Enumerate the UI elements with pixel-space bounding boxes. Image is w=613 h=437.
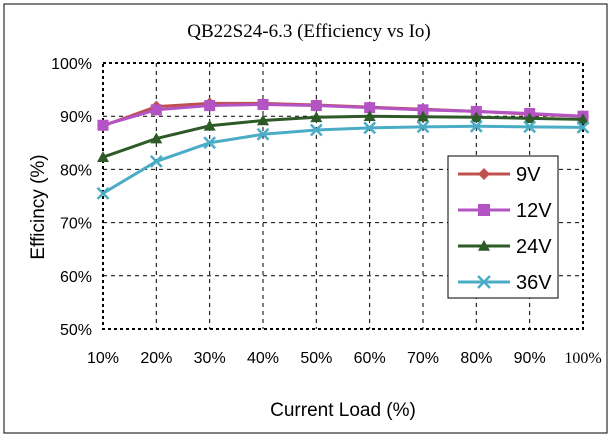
y-tick-label: 90% bbox=[60, 109, 92, 126]
series-36v bbox=[96, 119, 590, 200]
data-point-marker bbox=[363, 121, 377, 135]
legend-item: 36V bbox=[458, 272, 552, 294]
x-tick-label: 100% bbox=[564, 350, 601, 367]
legend-label: 36V bbox=[516, 272, 552, 294]
data-point-marker bbox=[469, 119, 483, 133]
data-point-marker bbox=[478, 204, 490, 216]
legend-label: 9V bbox=[516, 164, 541, 186]
marker-stroke bbox=[416, 120, 430, 134]
y-tick-label: 80% bbox=[60, 162, 92, 179]
data-point-marker bbox=[478, 240, 490, 251]
data-point-marker bbox=[363, 110, 376, 121]
x-tick-label: 60% bbox=[354, 350, 386, 367]
data-point-marker bbox=[150, 132, 163, 144]
x-tick-label: 80% bbox=[460, 350, 492, 367]
plot-area bbox=[102, 62, 584, 330]
legend: 9V 12V 24V 36V bbox=[458, 164, 552, 294]
x-tick-label: 90% bbox=[514, 350, 546, 367]
data-point-marker bbox=[257, 98, 269, 110]
marker-stroke bbox=[96, 186, 110, 200]
marker-stroke bbox=[523, 120, 537, 134]
y-tick-label: 100% bbox=[51, 56, 92, 73]
legend-item: 9V bbox=[458, 164, 541, 186]
data-point-marker bbox=[310, 111, 323, 123]
data-point-marker bbox=[204, 100, 216, 112]
data-point-marker bbox=[416, 120, 430, 134]
y-axis-label: Efficincy (%) bbox=[28, 154, 49, 259]
data-point-marker bbox=[256, 127, 270, 141]
data-point-marker bbox=[150, 104, 162, 116]
marker-stroke bbox=[203, 136, 217, 150]
marker-stroke bbox=[149, 155, 163, 168]
legend-item: 12V bbox=[458, 200, 552, 222]
y-tick-label: 50% bbox=[60, 322, 92, 339]
chart-title: QB22S24-6.3 (Efficiency vs Io) bbox=[187, 21, 430, 42]
data-point-marker bbox=[523, 112, 536, 124]
data-point-marker bbox=[310, 100, 322, 112]
x-tick-label: 70% bbox=[407, 350, 439, 367]
series-line bbox=[102, 124, 584, 195]
x-tick-label: 10% bbox=[87, 350, 119, 367]
x-tick-labels: 10% 20% 30% 40% 50% 60% 70% 80% 90% 100% bbox=[87, 350, 602, 367]
data-point-marker bbox=[309, 123, 323, 137]
data-point-marker bbox=[149, 155, 163, 168]
marker-stroke bbox=[576, 120, 590, 134]
data-point-marker bbox=[257, 114, 269, 126]
x-axis-label: Current Load (%) bbox=[270, 400, 416, 421]
marker-stroke bbox=[469, 119, 483, 133]
marker-stroke bbox=[256, 127, 270, 141]
data-point-marker bbox=[523, 120, 537, 134]
data-point-marker bbox=[477, 275, 491, 289]
x-tick-label: 30% bbox=[194, 350, 226, 367]
legend-label: 12V bbox=[516, 200, 552, 222]
marker-stroke bbox=[309, 123, 323, 137]
data-point-marker bbox=[577, 113, 589, 125]
y-tick-label: 70% bbox=[60, 216, 92, 233]
data-point-marker bbox=[97, 119, 109, 131]
marker-stroke bbox=[477, 275, 491, 289]
data-point-marker bbox=[97, 151, 109, 162]
series-24v bbox=[97, 110, 589, 162]
marker-stroke bbox=[363, 121, 377, 135]
x-tick-label: 50% bbox=[300, 350, 332, 367]
data-point-marker bbox=[470, 111, 483, 123]
data-point-marker bbox=[364, 102, 376, 114]
y-tick-label: 60% bbox=[60, 269, 92, 286]
legend-label: 24V bbox=[516, 236, 552, 258]
data-point-marker bbox=[417, 104, 429, 116]
data-point-marker bbox=[203, 136, 217, 150]
data-point-marker bbox=[203, 119, 216, 131]
data-point-marker bbox=[576, 120, 590, 134]
series-layer bbox=[96, 97, 590, 200]
x-tick-label: 40% bbox=[247, 350, 279, 367]
data-point-marker bbox=[417, 110, 429, 122]
series-line bbox=[102, 102, 584, 127]
x-tick-label: 20% bbox=[140, 350, 172, 367]
legend-item: 24V bbox=[458, 236, 552, 258]
legend-box bbox=[447, 155, 559, 299]
data-point-marker bbox=[96, 186, 110, 200]
series-line bbox=[102, 114, 584, 159]
data-point-marker bbox=[478, 168, 490, 180]
y-tick-labels: 50% 60% 70% 80% 90% 100% bbox=[51, 56, 92, 339]
